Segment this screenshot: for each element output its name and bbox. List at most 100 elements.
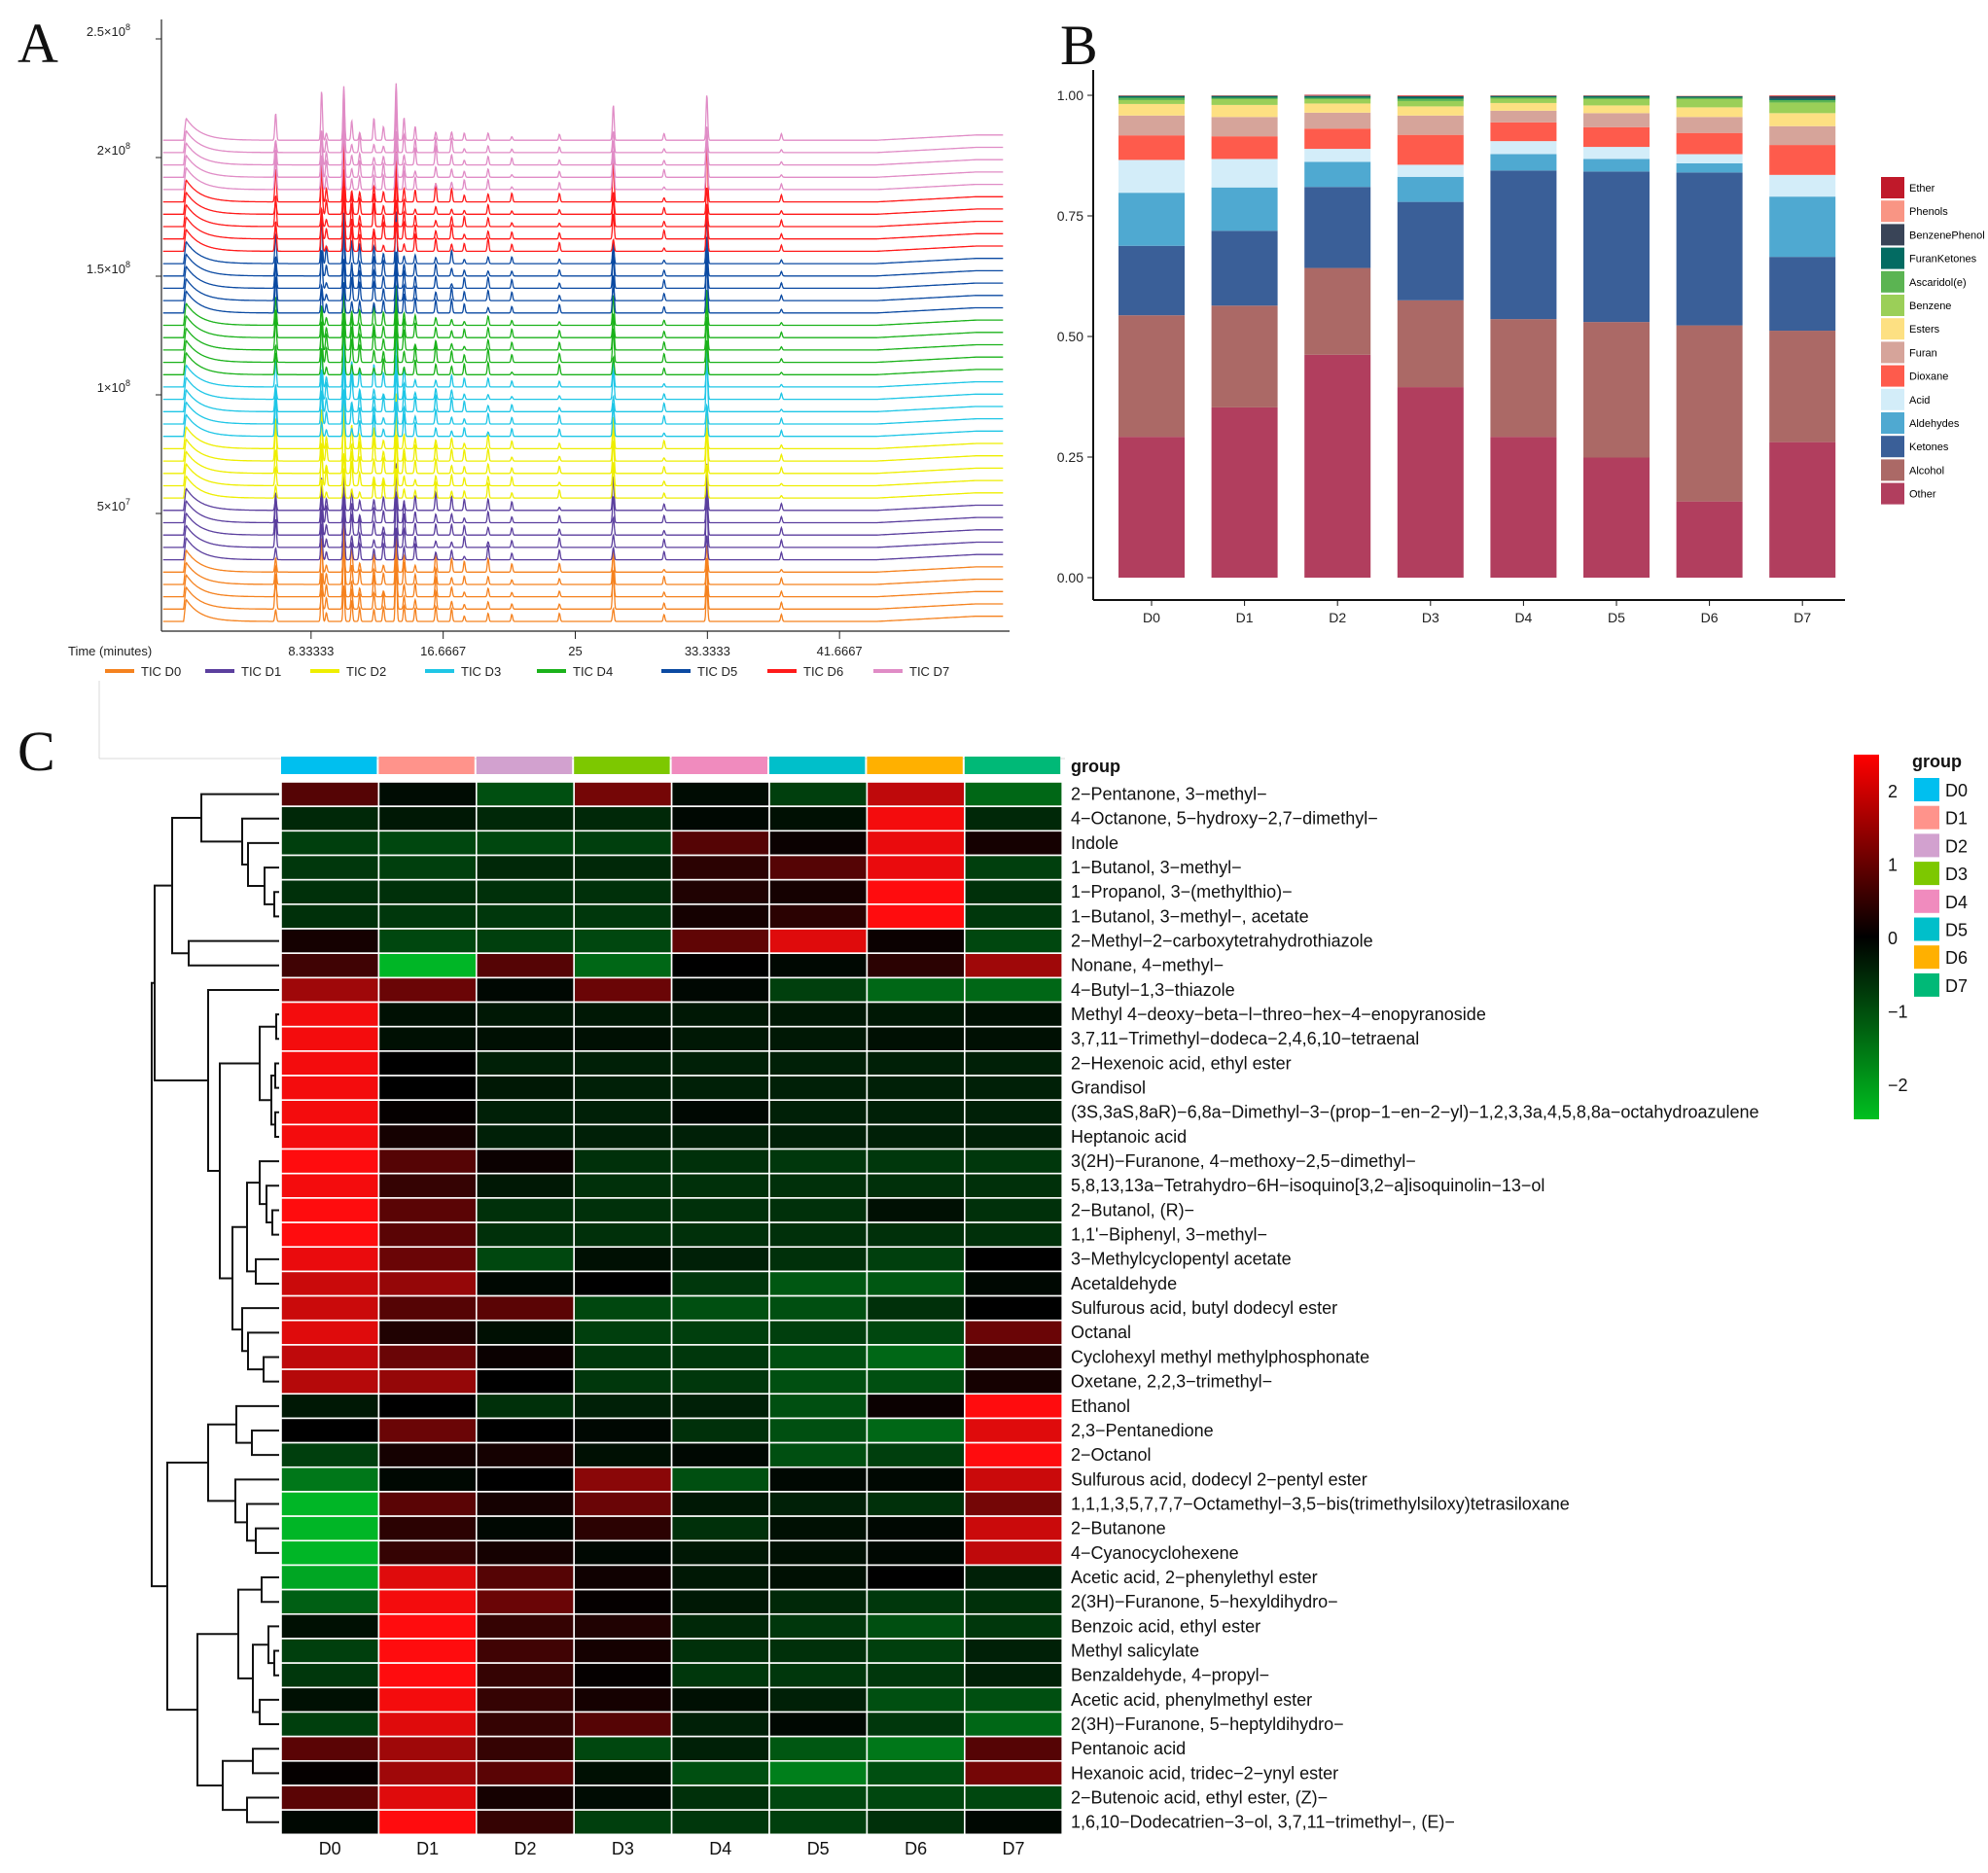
dendrogram-branch bbox=[207, 1423, 236, 1502]
heatmap-cell bbox=[866, 1612, 966, 1640]
heatmap-cell bbox=[670, 781, 770, 807]
y-tick-label: 1.00 bbox=[1057, 88, 1083, 103]
heatmap-cell bbox=[280, 878, 380, 905]
heatmap-cell bbox=[573, 1148, 673, 1175]
panel-label-a: A bbox=[18, 12, 58, 75]
legend-label: Alcohol bbox=[1909, 465, 1944, 477]
heatmap-cell bbox=[475, 1319, 575, 1346]
heatmap-cell bbox=[573, 1564, 673, 1591]
heatmap-cell bbox=[866, 1197, 966, 1223]
heatmap-cell bbox=[670, 1735, 770, 1762]
heatmap-cell bbox=[768, 1221, 869, 1249]
heatmap-cell bbox=[377, 1197, 478, 1223]
heatmap-cell bbox=[866, 878, 966, 905]
heatmap-cell bbox=[280, 1001, 380, 1028]
heatmap-cell bbox=[670, 1686, 770, 1714]
heatmap-cell bbox=[280, 1172, 380, 1199]
tic-trace-tic-d4 bbox=[162, 309, 1004, 375]
heatmap-cell bbox=[768, 1760, 869, 1786]
annotation-cell-d5 bbox=[769, 757, 866, 774]
group-legend-swatch bbox=[1914, 972, 1939, 997]
heatmap-cell bbox=[280, 1197, 380, 1223]
heatmap-cell bbox=[670, 1515, 770, 1542]
tic-trace-tic-d6 bbox=[162, 192, 1004, 228]
heatmap-cell bbox=[768, 1588, 869, 1615]
column-label: D6 bbox=[905, 1839, 927, 1858]
bar-segment-ascaridole bbox=[1769, 99, 1836, 103]
heatmap-cell bbox=[963, 1246, 1063, 1273]
heatmap-cell bbox=[768, 805, 869, 832]
bar-segment-other bbox=[1397, 387, 1464, 578]
bar-segment-furan bbox=[1304, 112, 1371, 129]
bar-segment-furanketones bbox=[1211, 95, 1278, 98]
row-label: 2−Octanol bbox=[1071, 1445, 1152, 1465]
heatmap-cell bbox=[377, 1515, 478, 1542]
heatmap-cell bbox=[475, 1539, 575, 1567]
tic-legend: TIC D0 TIC D1 TIC D2 TIC D3 TIC D4 TIC D5 TIC … bbox=[105, 664, 949, 679]
heatmap-cell bbox=[963, 1809, 1063, 1836]
heatmap-cell bbox=[475, 1221, 575, 1249]
legend-swatch bbox=[1881, 365, 1904, 387]
heatmap-cell bbox=[280, 854, 380, 881]
heatmap-cell bbox=[768, 1393, 869, 1420]
bar-segment-benzene bbox=[1211, 98, 1278, 105]
dendrogram-branch bbox=[166, 1462, 208, 1712]
heatmap-cell bbox=[768, 1711, 869, 1738]
heatmap-cell bbox=[377, 1050, 478, 1077]
color-scale-label: 0 bbox=[1888, 929, 1898, 948]
row-label: 2−Methyl−2−carboxytetrahydrothiazole bbox=[1071, 932, 1373, 951]
tic-trace-tic-d0 bbox=[162, 530, 1004, 610]
heatmap-cell bbox=[573, 928, 673, 954]
heatmap-cell bbox=[963, 976, 1063, 1004]
heatmap-cell bbox=[866, 1785, 966, 1811]
group-legend-swatch bbox=[1914, 889, 1939, 913]
heatmap-cell bbox=[475, 1686, 575, 1714]
heatmap-cell bbox=[377, 1001, 478, 1028]
heatmap-cell bbox=[377, 1711, 478, 1738]
annotation-title: group bbox=[1071, 757, 1120, 776]
annotation-cell-d6 bbox=[867, 757, 963, 774]
heatmap-cell bbox=[280, 1123, 380, 1150]
group-legend-label: D6 bbox=[1945, 948, 1968, 968]
heatmap-cell bbox=[377, 1588, 478, 1615]
heatmap-cell bbox=[963, 1001, 1063, 1028]
heatmap-cell bbox=[573, 1221, 673, 1249]
heatmap-cell bbox=[475, 903, 575, 930]
heatmap-cell bbox=[573, 1760, 673, 1786]
heatmap-cell bbox=[280, 1221, 380, 1249]
column-label: D1 bbox=[416, 1839, 439, 1858]
bar-segment-ascaridole bbox=[1583, 97, 1650, 99]
heatmap-cell bbox=[866, 1441, 966, 1468]
heatmap-cell bbox=[475, 1638, 575, 1664]
bar-segment-furan bbox=[1769, 125, 1836, 146]
tic-trace-tic-d3 bbox=[162, 389, 1004, 438]
legend-swatch bbox=[1881, 388, 1904, 410]
heatmap-cell bbox=[866, 1075, 966, 1102]
bar-segment-furan bbox=[1676, 117, 1743, 133]
heatmap-cell bbox=[377, 1393, 478, 1420]
heatmap-cell bbox=[475, 1148, 575, 1175]
heatmap-cell bbox=[377, 952, 478, 979]
tic-trace-tic-d1 bbox=[162, 492, 1004, 561]
row-label: 3(2H)−Furanone, 4−methoxy−2,5−dimethyl− bbox=[1071, 1151, 1416, 1171]
color-scale-label: 1 bbox=[1888, 856, 1898, 875]
heatmap-cell bbox=[377, 1809, 478, 1836]
bar-segment-ketones bbox=[1769, 257, 1836, 332]
heatmap-cell bbox=[377, 1368, 478, 1396]
bar-segment-aldehydes bbox=[1304, 161, 1371, 188]
heatmap-cell bbox=[573, 805, 673, 832]
bar-segment-esters bbox=[1769, 113, 1836, 126]
row-label: Benzaldehyde, 4−propyl− bbox=[1071, 1666, 1269, 1685]
heatmap-cell bbox=[670, 928, 770, 954]
heatmap-cell bbox=[475, 781, 575, 807]
tic-trace-tic-d7 bbox=[162, 83, 1004, 141]
bar-segment-other bbox=[1304, 354, 1371, 578]
color-scale-ticks: 2 1 0 −1 −2 bbox=[1888, 782, 1908, 1095]
tic-trace-tic-d2 bbox=[162, 463, 1004, 499]
dendrogram-branch bbox=[231, 1225, 247, 1331]
heatmap-cell bbox=[768, 1123, 869, 1150]
heatmap-cell bbox=[377, 1246, 478, 1273]
bar-segment-alcohol bbox=[1490, 319, 1557, 438]
heatmap-cell bbox=[475, 1246, 575, 1273]
group-annotation-bar bbox=[281, 757, 1061, 774]
